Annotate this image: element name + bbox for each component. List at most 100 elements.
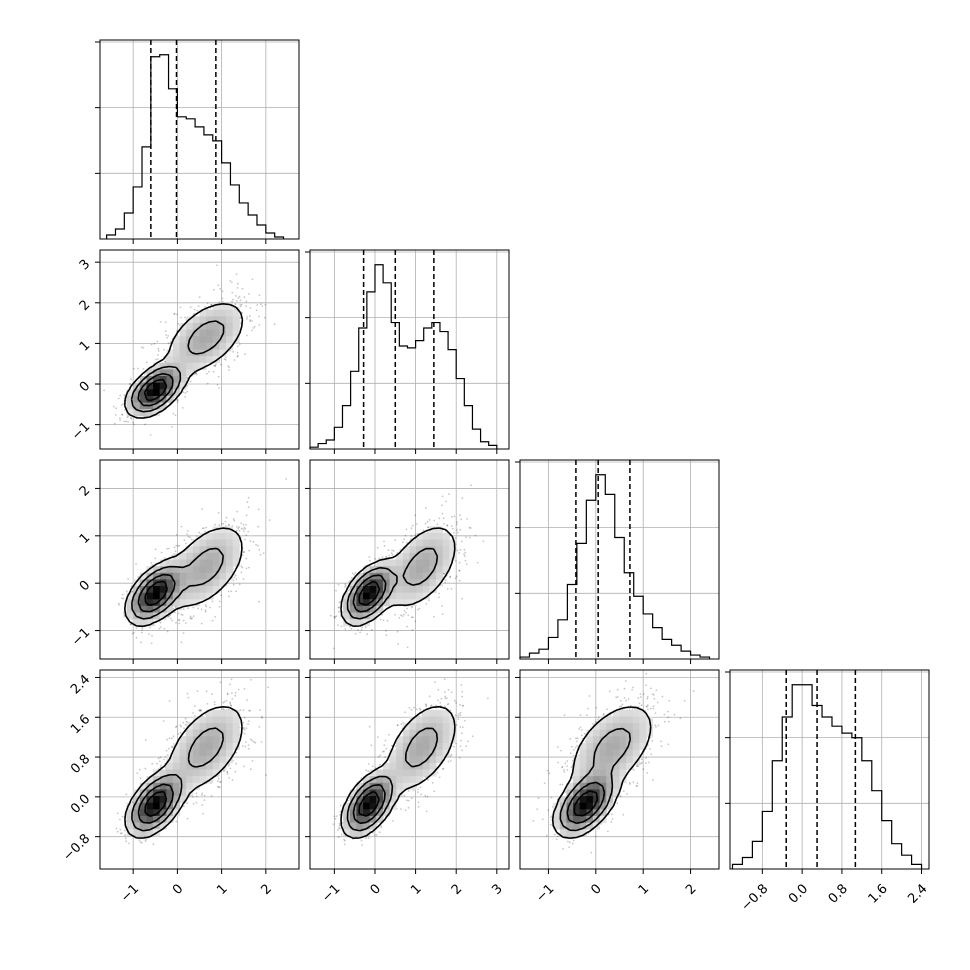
scatter-point — [149, 626, 151, 629]
scatter-point — [251, 278, 254, 281]
density-cell — [179, 376, 187, 384]
scatter-point — [344, 583, 347, 585]
scatter-point — [217, 375, 220, 378]
density-cell — [389, 599, 397, 607]
density-cell — [429, 566, 437, 574]
density-cell — [153, 586, 161, 594]
density-cell — [436, 532, 444, 541]
scatter-point — [248, 566, 250, 569]
density-cell — [449, 546, 457, 554]
scatter-point — [172, 412, 175, 415]
density-cell — [159, 369, 167, 377]
density-cell — [402, 599, 410, 607]
density-cell — [376, 566, 384, 574]
scatter-point — [165, 334, 168, 336]
density-cell — [422, 539, 430, 547]
scatter-point — [167, 342, 170, 345]
scatter-point — [357, 629, 359, 631]
scatter-point — [253, 325, 256, 328]
density-cell — [172, 586, 181, 594]
density-cell — [139, 619, 147, 627]
scatter-point — [249, 320, 252, 322]
scatter-point — [148, 633, 150, 635]
scatter-point — [403, 538, 405, 541]
density-cell — [192, 362, 200, 370]
scatter-point — [214, 364, 217, 367]
scatter-point — [236, 282, 239, 285]
density-cell — [382, 579, 391, 587]
contour-level-1 — [131, 547, 224, 620]
density-cell — [212, 309, 220, 317]
density-cell — [133, 619, 141, 627]
density-cell — [206, 329, 214, 337]
scatter-point — [122, 597, 125, 600]
density-cell — [226, 546, 234, 554]
scatter-point — [154, 548, 157, 551]
density-cell — [212, 559, 220, 567]
density-cell — [172, 336, 181, 344]
scatter-point — [237, 297, 240, 299]
density-cell — [139, 612, 147, 620]
density-cell — [186, 322, 194, 331]
scatter-point — [198, 531, 201, 534]
density-cell — [186, 599, 194, 607]
density-cell — [422, 566, 430, 574]
density-cell — [199, 539, 207, 547]
density-cell — [396, 592, 404, 600]
scatter-point — [219, 288, 222, 290]
density-cell — [179, 356, 187, 364]
scatter-point — [335, 589, 337, 592]
scatter-point — [335, 615, 338, 618]
scatter-point — [210, 303, 213, 306]
scatter-point — [251, 320, 254, 322]
scatter-point — [137, 576, 140, 578]
scatter-point — [465, 563, 468, 565]
scatter-point — [180, 641, 183, 644]
scatter-point — [368, 556, 371, 558]
density-cell — [192, 572, 200, 580]
scatter-point — [164, 330, 167, 333]
scatter-point — [218, 600, 221, 603]
density-cell — [226, 336, 234, 344]
density-cell — [139, 389, 147, 397]
density-cell — [219, 579, 227, 587]
scatter-point — [258, 324, 261, 326]
scatter-point — [459, 514, 461, 516]
scatter-point — [258, 549, 260, 551]
scatter-point — [167, 335, 170, 337]
scatter-point — [428, 518, 431, 521]
density-cell — [186, 559, 194, 567]
scatter-point — [451, 515, 453, 518]
scatter-point — [388, 554, 390, 557]
density-cell — [416, 586, 424, 594]
scatter-point — [166, 337, 169, 339]
density-cell — [186, 566, 194, 574]
density-cell — [206, 552, 214, 560]
scatter-point — [154, 557, 157, 560]
scatter-point — [456, 549, 459, 552]
density-cell — [172, 579, 181, 587]
density-cell — [212, 566, 220, 574]
scatter-point — [337, 584, 340, 586]
density-cell — [192, 599, 200, 607]
scatter-point — [204, 306, 206, 308]
scatter-point — [232, 583, 235, 586]
scatter-point — [252, 540, 255, 543]
density-cell — [153, 389, 161, 397]
scatter-point — [171, 554, 174, 557]
scatter-point — [445, 500, 447, 503]
density-cell — [166, 369, 174, 377]
density-cell — [416, 552, 424, 560]
density-cell — [232, 322, 240, 331]
density-cell — [186, 349, 194, 357]
scatter-point — [227, 524, 230, 527]
scatter-point — [175, 533, 178, 536]
scatter-point — [180, 316, 183, 319]
scatter-point — [233, 519, 236, 522]
scatter-point — [187, 607, 189, 610]
scatter-point — [240, 571, 243, 574]
scatter-point — [151, 564, 154, 566]
density-cell — [396, 586, 404, 594]
